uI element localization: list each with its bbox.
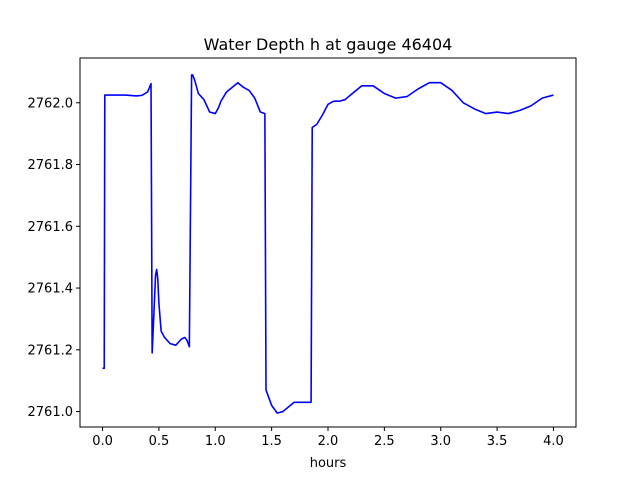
y-tick-label: 2761.2	[28, 343, 74, 358]
x-tick-label: 4.0	[543, 434, 564, 449]
y-axis-ticks: 2761.0 2761.2 2761.4 2761.6 2761.8 2762.0	[28, 96, 80, 420]
plot-area	[102, 74, 554, 414]
y-tick-label: 2761.8	[28, 158, 74, 173]
x-tick-label: 1.0	[205, 434, 226, 449]
x-tick-label: 1.5	[261, 434, 282, 449]
x-tick-label: 3.0	[430, 434, 451, 449]
chart-title: Water Depth h at gauge 46404	[204, 35, 453, 54]
x-tick-label: 0.0	[92, 434, 113, 449]
y-tick-label: 2762.0	[28, 96, 74, 111]
y-tick-label: 2761.4	[28, 282, 74, 297]
y-tick-label: 2761.0	[28, 405, 74, 420]
x-tick-label: 3.5	[487, 434, 508, 449]
x-tick-label: 0.5	[149, 434, 170, 449]
x-tick-label: 2.0	[318, 434, 339, 449]
plot-frame	[79, 57, 577, 428]
x-tick-label: 2.5	[374, 434, 395, 449]
x-axis-ticks: 0.0 0.5 1.0 1.5 2.0 2.5 3.0 3.5 4.0	[92, 427, 564, 449]
y-tick-label: 2761.6	[28, 220, 74, 235]
x-axis-title: hours	[310, 456, 347, 471]
series-line-0	[102, 74, 554, 414]
